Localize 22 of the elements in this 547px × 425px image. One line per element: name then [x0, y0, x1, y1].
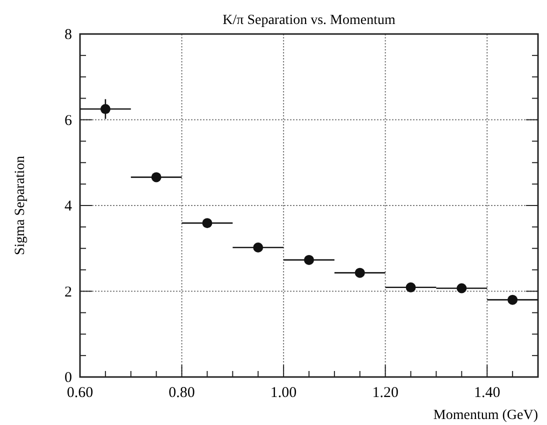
point — [151, 172, 162, 182]
point — [354, 268, 365, 278]
x-tick-label: 1.40 — [474, 385, 500, 401]
y-tick-label: 2 — [64, 284, 72, 300]
x-tick-label: 1.00 — [270, 385, 297, 401]
point — [406, 282, 416, 292]
x-tick-label: 0.60 — [66, 385, 94, 401]
y-tick-label: 6 — [64, 112, 72, 129]
point — [202, 218, 212, 228]
y-tick-label: 0 — [64, 370, 72, 386]
x-axis-title: Momentum (GeV) — [433, 408, 538, 423]
point — [253, 242, 264, 253]
point — [304, 254, 314, 265]
point — [508, 294, 518, 305]
x-tick-label: 0.80 — [168, 385, 195, 401]
y-tick-label: 4 — [64, 198, 72, 214]
chart-title: K/π Separation vs. Momentum — [222, 13, 396, 28]
y-axis-title: Sigma Separation — [13, 156, 28, 256]
point — [456, 283, 467, 294]
point — [100, 104, 110, 114]
x-tick-label: 1.20 — [372, 385, 398, 401]
y-tick-label: 8 — [64, 27, 72, 43]
